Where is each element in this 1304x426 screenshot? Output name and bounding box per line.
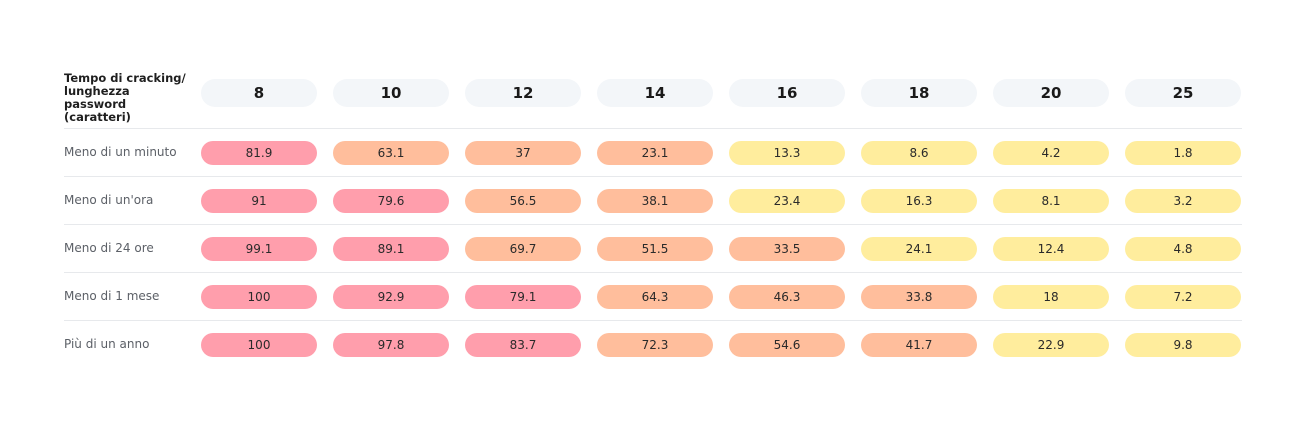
- column-header: 20: [993, 79, 1109, 107]
- table-cell: 33.5: [729, 237, 845, 261]
- table-cell: 18: [993, 285, 1109, 309]
- table-cell: 56.5: [465, 189, 581, 213]
- password-cracking-table: Tempo di cracking/ lunghezza password (c…: [64, 72, 1242, 368]
- column-header: 18: [861, 79, 977, 107]
- table-cell: 1.8: [1125, 141, 1241, 165]
- table-cell: 89.1: [333, 237, 449, 261]
- table-cell: 81.9: [201, 141, 317, 165]
- table-row: Meno di un minuto 81.9 63.1 37 23.1 13.3 8.6 4.…: [64, 129, 1242, 177]
- table-cell: 51.5: [597, 237, 713, 261]
- corner-label: Tempo di cracking/ lunghezza password (c…: [64, 71, 186, 124]
- table-row: Meno di 24 ore 99.1 89.1 69.7 51.5 33.5 24.1 12…: [64, 225, 1242, 273]
- table-cell: 46.3: [729, 285, 845, 309]
- header-row: Tempo di cracking/ lunghezza password (c…: [64, 72, 1242, 129]
- table-cell: 23.4: [729, 189, 845, 213]
- table-cell: 8.1: [993, 189, 1109, 213]
- table-cell: 8.6: [861, 141, 977, 165]
- column-header: 10: [333, 79, 449, 107]
- table-cell: 97.8: [333, 333, 449, 357]
- table-cell: 100: [201, 333, 317, 357]
- table-cell: 38.1: [597, 189, 713, 213]
- table-cell: 91: [201, 189, 317, 213]
- table-cell: 7.2: [1125, 285, 1241, 309]
- table-cell: 72.3: [597, 333, 713, 357]
- table-cell: 22.9: [993, 333, 1109, 357]
- table-row: Più di un anno 100 97.8 83.7 72.3 54.6 41.7 22.…: [64, 321, 1242, 368]
- table-cell: 79.6: [333, 189, 449, 213]
- table-cell: 69.7: [465, 237, 581, 261]
- row-label: Meno di 1 mese: [64, 289, 160, 303]
- table-cell: 16.3: [861, 189, 977, 213]
- rows-container: Meno di un minuto 81.9 63.1 37 23.1 13.3 8.6 4.…: [64, 129, 1242, 368]
- column-header: 8: [201, 79, 317, 107]
- table-cell: 3.2: [1125, 189, 1241, 213]
- table-cell: 23.1: [597, 141, 713, 165]
- column-header: 12: [465, 79, 581, 107]
- column-header: 25: [1125, 79, 1241, 107]
- table-cell: 99.1: [201, 237, 317, 261]
- table-cell: 64.3: [597, 285, 713, 309]
- table-cell: 100: [201, 285, 317, 309]
- table-cell: 79.1: [465, 285, 581, 309]
- table-row: Meno di 1 mese 100 92.9 79.1 64.3 46.3 33.8 18 7…: [64, 273, 1242, 321]
- table-cell: 83.7: [465, 333, 581, 357]
- row-label: Meno di un minuto: [64, 145, 177, 159]
- row-label: Meno di 24 ore: [64, 241, 154, 255]
- table-cell: 37: [465, 141, 581, 165]
- column-header: 14: [597, 79, 713, 107]
- table-cell: 13.3: [729, 141, 845, 165]
- table-cell: 41.7: [861, 333, 977, 357]
- row-label: Più di un anno: [64, 337, 150, 351]
- table-cell: 4.2: [993, 141, 1109, 165]
- row-label: Meno di un'ora: [64, 193, 154, 207]
- table-row: Meno di un'ora 91 79.6 56.5 38.1 23.4 16.3 8.1 3…: [64, 177, 1242, 225]
- table-cell: 63.1: [333, 141, 449, 165]
- column-header: 16: [729, 79, 845, 107]
- table-cell: 24.1: [861, 237, 977, 261]
- table-cell: 4.8: [1125, 237, 1241, 261]
- table-cell: 54.6: [729, 333, 845, 357]
- table-cell: 92.9: [333, 285, 449, 309]
- table-cell: 9.8: [1125, 333, 1241, 357]
- table-cell: 33.8: [861, 285, 977, 309]
- table-cell: 12.4: [993, 237, 1109, 261]
